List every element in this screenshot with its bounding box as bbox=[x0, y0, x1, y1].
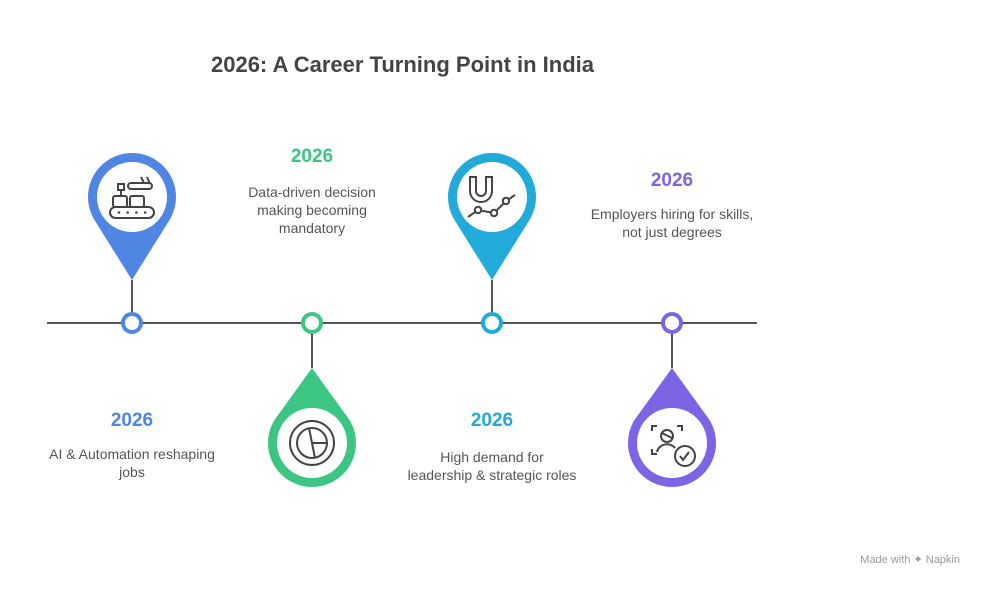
pie-chart-icon bbox=[289, 420, 335, 466]
milestone-text: High demand for leadership & strategic r… bbox=[407, 449, 577, 483]
napkin-credit: Made with ✦ Napkin bbox=[860, 554, 960, 566]
robot-arm-conveyor-icon bbox=[109, 176, 155, 219]
milestone-year: 2026 bbox=[470, 410, 514, 431]
person-check-icon bbox=[651, 425, 696, 467]
milestone-3 bbox=[447, 153, 536, 334]
milestone-year: 2026 bbox=[290, 146, 334, 167]
magnet-chart-icon bbox=[467, 176, 516, 218]
timeline-node bbox=[661, 312, 683, 334]
milestone-1 bbox=[88, 153, 176, 334]
diagram-title: 2026: A Career Turning Point in India bbox=[210, 52, 595, 77]
milestone-2 bbox=[268, 312, 356, 487]
timeline-node bbox=[481, 312, 503, 334]
milestone-text: Employers hiring for skills, not just de… bbox=[590, 206, 754, 240]
timeline-node bbox=[301, 312, 323, 334]
milestone-text: AI & Automation reshaping jobs bbox=[49, 446, 215, 480]
milestone-text: Data-driven decision making becoming man… bbox=[248, 184, 376, 236]
milestone-4 bbox=[628, 312, 716, 487]
milestone-year: 2026 bbox=[110, 410, 154, 431]
timeline-node bbox=[121, 312, 143, 334]
milestone-year: 2026 bbox=[650, 170, 694, 191]
